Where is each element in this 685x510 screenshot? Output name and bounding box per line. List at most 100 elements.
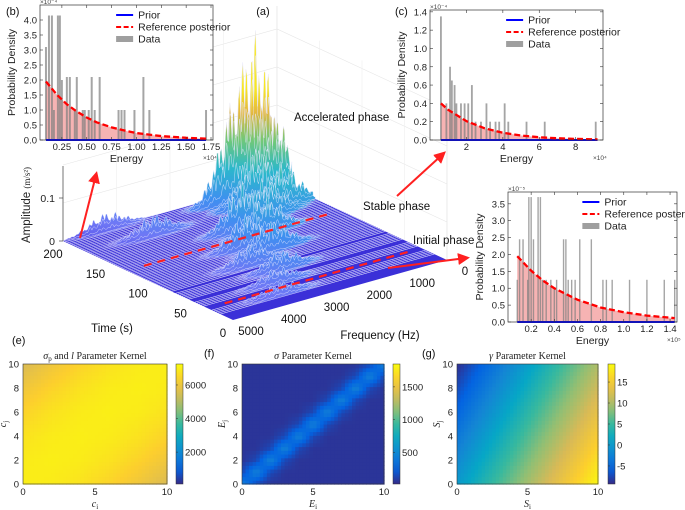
heatmap-cell [502, 431, 507, 436]
heatmap-cell [80, 364, 85, 369]
heatmap-cell [149, 420, 154, 425]
heatmap-cell [492, 465, 497, 470]
data-bar [663, 279, 665, 322]
data-bar [117, 110, 120, 140]
heatmap-cell [316, 367, 321, 373]
heatmap-cell [281, 390, 286, 395]
heatmap-cell [291, 465, 296, 470]
heatmap-cell [355, 386, 360, 391]
data-bar [602, 279, 604, 322]
heatmap-cell [80, 469, 85, 474]
heatmap-cell [62, 420, 67, 425]
heatmap-cell [242, 390, 247, 395]
heatmap-cell [506, 420, 511, 425]
heatmap-cell [559, 439, 564, 444]
heatmap-cell [295, 431, 300, 436]
heatmap-cell [105, 382, 110, 388]
heatmap-e: 05100246810cicjσp and l Parameter Kernel… [0, 335, 206, 510]
heatmap-cell [580, 420, 585, 425]
heatmap-cell [513, 442, 518, 448]
heatmap-cell [587, 435, 592, 440]
heatmap-cell [55, 424, 60, 429]
heatmap-cell [348, 439, 353, 444]
heatmap-cell [55, 461, 60, 466]
heatmap-cell [270, 401, 275, 406]
heatmap-cell [478, 390, 483, 395]
heatmap-cell [141, 364, 146, 369]
heatmap-cell [288, 412, 293, 418]
heatmap-cell [256, 424, 261, 429]
heatmap-cell [288, 371, 293, 376]
heatmap-cell [156, 397, 161, 403]
heatmap-cell [506, 382, 511, 388]
heatmap-cell [492, 394, 497, 399]
heatmap-cell [580, 394, 585, 399]
heatmap-cell [541, 386, 546, 391]
data-bar [570, 279, 573, 322]
heatmap-cell [98, 364, 103, 369]
heatmap-cell [369, 401, 374, 406]
heatmap-cell [555, 367, 560, 373]
heatmap-cell [131, 424, 136, 429]
heatmap-cell [302, 431, 307, 436]
heatmap-cell [242, 416, 247, 421]
heatmap-cell [492, 367, 497, 373]
heatmap-cell [559, 416, 564, 421]
heatmap-cell [516, 375, 522, 380]
heatmap-cell [485, 394, 490, 399]
heatmap-cell [376, 461, 382, 466]
heatmap-cell [33, 465, 38, 470]
heatmap-cell [123, 476, 128, 481]
heatmap-cell [516, 397, 522, 403]
heatmap-cell [95, 420, 100, 425]
heatmap-cell [62, 386, 67, 391]
heatmap-cell [91, 405, 96, 410]
heatmap-cell [156, 401, 161, 406]
heatmap-cell [242, 446, 247, 451]
heatmap-cell [298, 412, 303, 418]
heatmap-cell [291, 379, 296, 384]
heatmap-cell [323, 439, 328, 444]
heatmap-cell [30, 457, 35, 463]
heatmap-cell [538, 409, 543, 414]
heatmap-cell [502, 446, 507, 451]
heatmap-cell [245, 424, 250, 429]
heatmap-cell [84, 424, 89, 429]
heatmap-cell [281, 469, 286, 474]
heatmap-cell [84, 375, 89, 380]
heatmap-cell [263, 379, 268, 384]
heatmap-cell [163, 461, 168, 466]
heatmap-cell [266, 386, 271, 391]
heatmap-cell [590, 480, 596, 485]
heatmap-cell [69, 409, 74, 414]
heatmap-cell [266, 472, 271, 478]
heatmap-cell [98, 401, 103, 406]
heatmap-cell [44, 371, 49, 376]
heatmap-cell [362, 435, 367, 440]
heatmap-cell [516, 401, 522, 406]
heatmap-cell [249, 480, 254, 485]
heatmap-cell [348, 364, 353, 369]
heatmap-cell [316, 469, 321, 474]
heatmap-cell [102, 435, 107, 440]
heatmap-cell [590, 386, 596, 391]
heatmap-cell [127, 431, 132, 436]
heatmap-cell [474, 379, 479, 384]
heatmap-cell [44, 480, 49, 485]
heatmap-cell [330, 409, 335, 414]
heatmap-cell [298, 424, 303, 429]
heatmap-cell [127, 461, 132, 466]
axes-box [429, 9, 604, 141]
heatmap-cell [41, 412, 46, 418]
heatmap-cell [492, 427, 497, 433]
heatmap-cell [113, 371, 118, 376]
heatmap-cell [460, 435, 465, 440]
x-multiplier: ×10⁵ [667, 337, 681, 344]
heatmap-cell [478, 364, 483, 369]
heatmap-cell [492, 457, 497, 463]
heatmap-cell [66, 427, 71, 433]
heatmap-cell [369, 424, 374, 429]
heatmap-cell [33, 379, 38, 384]
heatmap-cell [562, 442, 567, 448]
heatmap-cell [376, 364, 382, 369]
